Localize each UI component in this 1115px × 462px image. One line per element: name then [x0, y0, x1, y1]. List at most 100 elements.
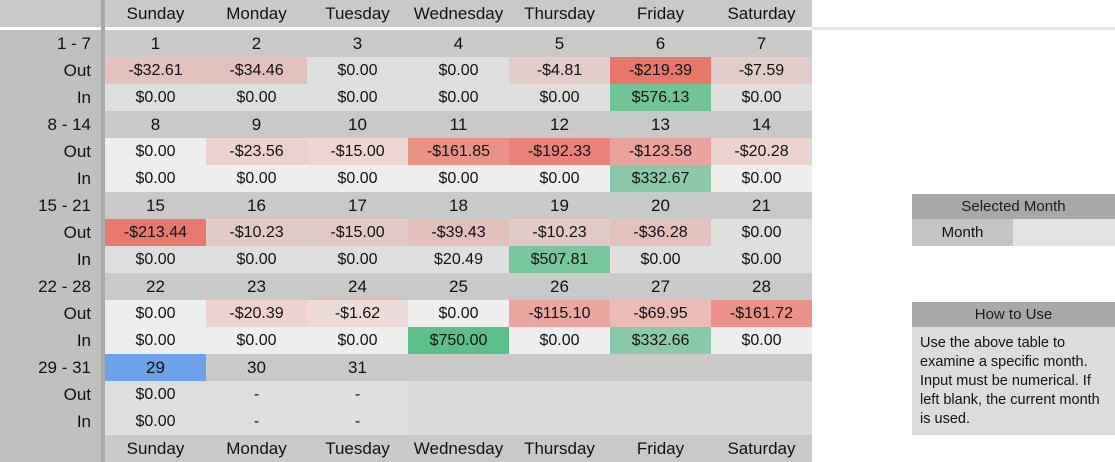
- day-number[interactable]: 9: [206, 111, 307, 138]
- out-cell: -$10.23: [509, 219, 610, 246]
- day-number[interactable]: 18: [408, 192, 509, 219]
- out-cell: $0.00: [105, 300, 206, 327]
- day-number[interactable]: 5: [509, 30, 610, 57]
- day-header-2: Tuesday: [307, 0, 408, 27]
- week-range-label: 22 - 28: [0, 273, 101, 300]
- vertical-divider: [101, 327, 105, 354]
- in-cell: $332.67: [610, 165, 711, 192]
- out-cell: [408, 381, 509, 408]
- day-number[interactable]: 21: [711, 192, 812, 219]
- in-cell: $0.00: [307, 246, 408, 273]
- day-number[interactable]: 1: [105, 30, 206, 57]
- day-number[interactable]: 10: [307, 111, 408, 138]
- how-to-use-title: How to Use: [912, 302, 1115, 327]
- day-number[interactable]: 27: [610, 273, 711, 300]
- day-footer-2: Tuesday: [307, 435, 408, 462]
- in-label: In: [0, 246, 101, 273]
- day-number[interactable]: 17: [307, 192, 408, 219]
- row-separator: [0, 27, 101, 30]
- vertical-divider: [101, 246, 105, 273]
- out-label: Out: [0, 381, 101, 408]
- footer-corner: [0, 435, 101, 462]
- day-number[interactable]: 24: [307, 273, 408, 300]
- day-number[interactable]: 14: [711, 111, 812, 138]
- day-number[interactable]: 25: [408, 273, 509, 300]
- out-label: Out: [0, 219, 101, 246]
- row-separator: [408, 27, 509, 30]
- out-label: Out: [0, 138, 101, 165]
- in-cell: $0.00: [105, 246, 206, 273]
- in-cell: $0.00: [206, 84, 307, 111]
- day-number[interactable]: 11: [408, 111, 509, 138]
- month-input[interactable]: [1013, 219, 1115, 246]
- out-cell: -$20.28: [711, 138, 812, 165]
- day-number[interactable]: 2: [206, 30, 307, 57]
- day-number[interactable]: 20: [610, 192, 711, 219]
- row-separator: [610, 27, 711, 30]
- day-number[interactable]: 26: [509, 273, 610, 300]
- in-cell: $0.00: [307, 84, 408, 111]
- day-number[interactable]: 15: [105, 192, 206, 219]
- day-number: [509, 354, 610, 381]
- day-footer-3: Wednesday: [408, 435, 509, 462]
- vertical-divider: [101, 0, 105, 27]
- in-cell: $0.00: [711, 165, 812, 192]
- in-cell: $20.49: [408, 246, 509, 273]
- week-range-label: 29 - 31: [0, 354, 101, 381]
- day-footer-5: Friday: [610, 435, 711, 462]
- in-cell: $0.00: [105, 165, 206, 192]
- in-cell: $0.00: [509, 165, 610, 192]
- vertical-divider: [101, 57, 105, 84]
- day-footer-1: Monday: [206, 435, 307, 462]
- day-number[interactable]: 30: [206, 354, 307, 381]
- out-cell: -: [206, 381, 307, 408]
- out-cell: $0.00: [105, 138, 206, 165]
- out-cell: -$20.39: [206, 300, 307, 327]
- day-number[interactable]: 7: [711, 30, 812, 57]
- day-number[interactable]: 12: [509, 111, 610, 138]
- out-cell: -$36.28: [610, 219, 711, 246]
- out-cell: -$123.58: [610, 138, 711, 165]
- out-label: Out: [0, 57, 101, 84]
- day-number[interactable]: 31: [307, 354, 408, 381]
- vertical-divider: [101, 192, 105, 219]
- day-header-0: Sunday: [105, 0, 206, 27]
- in-label: In: [0, 165, 101, 192]
- day-number[interactable]: 3: [307, 30, 408, 57]
- week-range-label: 15 - 21: [0, 192, 101, 219]
- in-cell: $0.00: [711, 84, 812, 111]
- vertical-divider: [101, 84, 105, 111]
- day-number[interactable]: 4: [408, 30, 509, 57]
- in-cell: $0.00: [105, 327, 206, 354]
- out-cell: [610, 381, 711, 408]
- day-number[interactable]: 6: [610, 30, 711, 57]
- out-cell: $0.00: [711, 219, 812, 246]
- out-cell: -$10.23: [206, 219, 307, 246]
- out-cell: -$34.46: [206, 57, 307, 84]
- vertical-divider: [101, 381, 105, 408]
- day-number[interactable]: 16: [206, 192, 307, 219]
- day-number[interactable]: 29: [105, 354, 206, 381]
- day-number[interactable]: 22: [105, 273, 206, 300]
- out-cell: -$213.44: [105, 219, 206, 246]
- out-cell: -$1.62: [307, 300, 408, 327]
- out-cell: -$192.33: [509, 138, 610, 165]
- day-number[interactable]: 8: [105, 111, 206, 138]
- day-number[interactable]: 19: [509, 192, 610, 219]
- in-cell: $0.00: [509, 84, 610, 111]
- day-number[interactable]: 23: [206, 273, 307, 300]
- vertical-divider: [101, 300, 105, 327]
- out-cell: -$115.10: [509, 300, 610, 327]
- day-number[interactable]: 13: [610, 111, 711, 138]
- day-number[interactable]: 28: [711, 273, 812, 300]
- vertical-divider: [101, 111, 105, 138]
- in-cell: [509, 408, 610, 435]
- how-to-use-text: Use the above table to examine a specifi…: [912, 327, 1115, 435]
- in-cell: $0.00: [307, 327, 408, 354]
- day-header-5: Friday: [610, 0, 711, 27]
- vertical-divider: [101, 138, 105, 165]
- in-cell: $0.00: [408, 165, 509, 192]
- row-separator: [509, 27, 610, 30]
- in-cell: -: [307, 408, 408, 435]
- vertical-divider: [101, 165, 105, 192]
